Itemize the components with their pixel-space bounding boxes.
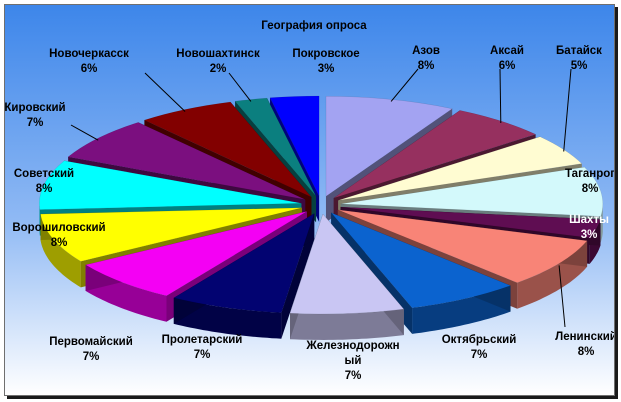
leader-line-14 (228, 72, 252, 102)
slice-wall-8-0 (281, 213, 315, 339)
slice-name: Шахты (569, 214, 609, 226)
slice-3 (340, 166, 604, 217)
slice-6 (331, 212, 512, 309)
chart-title: География опроса (261, 20, 367, 32)
leader-line-0 (390, 68, 419, 102)
slice-name: Кировский (5, 102, 66, 114)
slice-label-11: Советский 8% (14, 168, 74, 195)
slice-14 (234, 97, 317, 197)
slice-value: 8% (51, 237, 68, 249)
slice-label-8: Пролетарский 7% (162, 334, 243, 361)
slice-label-4: Шахты 3% (569, 214, 609, 241)
slice-label-5: Ленинский 8% (555, 331, 614, 358)
slice-name: Октябрьский (442, 334, 517, 346)
pie-chart: География опроса Азов 8% Аксай 6% Батайск 5% Т… (5, 20, 614, 382)
slice-name: Новошахтинск (176, 48, 260, 60)
slice-name: ый (345, 355, 362, 367)
leader-line-12 (70, 124, 99, 141)
slice-value: 8% (578, 346, 595, 358)
chart-area: География опроса Азов 8% Аксай 6% Батайск 5% Т… (4, 4, 615, 396)
slice-5 (337, 209, 588, 283)
slice-side-7 (290, 309, 404, 340)
pie-tops (39, 95, 604, 315)
slice-15 (269, 95, 320, 197)
slice-10 (40, 207, 303, 262)
slice-name: Новочеркасск (49, 48, 129, 60)
slice-name: Железнодорожн (305, 340, 399, 352)
slice-12 (67, 122, 306, 200)
leader-line-2 (563, 68, 572, 152)
leader-lines (70, 68, 572, 328)
slice-value: 7% (345, 370, 362, 382)
slice-label-7: Железнодорожн ый 7% (305, 340, 399, 382)
slice-value: 7% (27, 117, 44, 129)
slice-label-13: Новочеркасск 6% (49, 48, 129, 75)
slice-side-3 (600, 203, 603, 243)
slice-8 (173, 212, 315, 313)
leader-line-1 (499, 68, 502, 124)
slice-11 (39, 160, 302, 210)
slice-value: 5% (571, 60, 588, 72)
leader-line-13 (144, 72, 186, 112)
slice-label-10: Ворошиловский 8% (12, 222, 105, 249)
slice-13 (143, 101, 312, 198)
slice-name: Батайск (556, 45, 602, 57)
slice-value: 3% (581, 229, 598, 241)
slice-label-14: Новошахтинск 2% (176, 48, 260, 75)
slice-label-15: Покровское 3% (292, 48, 359, 75)
slice-value: 6% (499, 60, 516, 72)
leader-line-5 (558, 265, 566, 328)
slice-value: 8% (418, 60, 435, 72)
slice-name: Первомайский (49, 336, 133, 348)
slice-value: 8% (582, 183, 599, 195)
slice-name: Пролетарский (162, 334, 243, 346)
slice-name: Азов (412, 45, 440, 57)
slice-name: Ворошиловский (12, 222, 105, 234)
slice-name: Покровское (292, 48, 359, 60)
slice-value: 6% (81, 63, 98, 75)
slice-labels: Азов 8% Аксай 6% Батайск 5% Таганрог 8% Шахты 3% Л… (5, 45, 614, 382)
slice-label-0: Азов 8% (412, 45, 440, 72)
slice-name: Таганрог (565, 168, 614, 180)
slice-label-3: Таганрог 8% (565, 168, 614, 195)
slice-value: 7% (83, 351, 100, 363)
slice-value: 7% (194, 349, 211, 361)
slice-label-6: Октябрьский 7% (442, 334, 517, 361)
slice-7 (289, 213, 405, 315)
slice-0 (325, 96, 453, 197)
slice-label-12: Кировский 7% (5, 102, 66, 129)
slice-side-11 (39, 203, 40, 236)
slice-value: 7% (471, 349, 488, 361)
slice-name: Аксай (490, 45, 524, 57)
slice-value: 2% (210, 63, 227, 75)
slice-name: Советский (14, 168, 74, 180)
slice-name: Ленинский (555, 331, 614, 343)
slice-label-9: Первомайский 7% (49, 336, 133, 363)
slice-side-10 (40, 214, 81, 288)
slice-value: 8% (36, 183, 53, 195)
slice-value: 3% (318, 63, 335, 75)
slice-label-1: Аксай 6% (490, 45, 524, 72)
slice-label-2: Батайск 5% (556, 45, 602, 72)
slice-side-8 (173, 297, 282, 339)
slice-4 (340, 206, 601, 239)
slice-9 (84, 211, 308, 297)
